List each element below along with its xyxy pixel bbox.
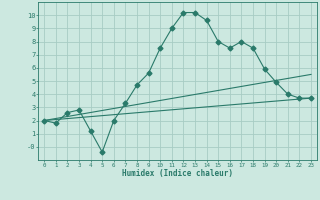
X-axis label: Humidex (Indice chaleur): Humidex (Indice chaleur) bbox=[122, 169, 233, 178]
